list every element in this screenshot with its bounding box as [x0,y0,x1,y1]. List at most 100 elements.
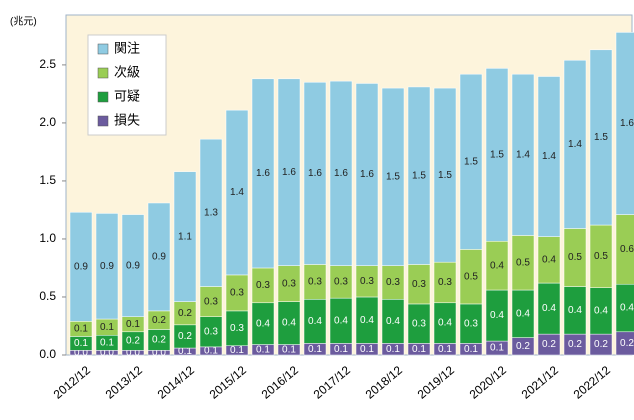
x-tick-label: 2014/12 [155,363,197,402]
data-label: 0.4 [490,310,504,321]
data-label: 0.4 [308,316,322,327]
y-tick-label: 2.5 [39,57,56,71]
bar-segment [511,73,535,236]
data-label: 0.2 [178,331,192,342]
data-label: 0.3 [386,277,400,288]
bar-segment [433,87,457,263]
data-label: 0.4 [256,318,270,329]
x-tick-label: 2016/12 [259,363,301,402]
bar-segment [121,214,145,317]
data-label: 0.1 [282,344,296,355]
data-label: 0.5 [568,252,582,263]
data-label: 0.3 [230,288,244,299]
x-tick-label: 2015/12 [207,363,249,402]
bar-segment [277,78,301,266]
data-label: 1.5 [490,149,504,160]
data-label: 0.1 [412,344,426,355]
data-label: 1.3 [204,207,218,218]
data-label: 0.1 [438,344,452,355]
data-label: 1.5 [594,132,608,143]
data-label: 1.5 [386,172,400,183]
data-label: 0.4 [620,303,634,314]
data-label: 1.6 [256,168,270,179]
data-label: 0.4 [360,315,374,326]
y-tick-label: 1.5 [39,173,56,187]
data-label: 0.1 [386,344,400,355]
data-label: 0.1 [100,337,114,348]
data-label: 0.4 [542,303,556,314]
x-tick-label: 2020/12 [467,363,509,402]
x-tick-label: 2013/12 [103,363,145,402]
data-label: 0.2 [126,336,140,347]
legend-swatch [97,91,109,103]
bar-segment [563,60,587,229]
data-label: 0.3 [412,279,426,290]
data-label: 0.3 [204,326,218,337]
bar-segment [95,213,119,320]
data-label: 1.5 [438,170,452,181]
legend-label: 関注 [114,40,140,55]
data-label: 0.4 [438,318,452,329]
bar-segment [173,171,197,302]
bar-segment [615,32,634,215]
data-label: 1.1 [178,231,192,242]
bar-segment [303,82,327,265]
data-label: 0.5 [594,251,608,262]
data-label: 0.3 [438,277,452,288]
bar-segment [69,212,93,322]
data-label: 0.4 [516,308,530,319]
x-tick-label: 2021/12 [519,363,561,402]
y-tick-label: 1.0 [39,231,56,245]
data-label: 0.2 [542,339,556,350]
data-label: 0.1 [100,322,114,333]
data-label: 1.6 [282,167,296,178]
data-label: 0.1 [464,344,478,355]
bar-segment [329,80,353,266]
bar-segment [147,202,171,312]
data-label: 0.5 [516,257,530,268]
legend-swatch [97,43,109,55]
y-unit-label: (兆元) [10,16,37,28]
data-label: 0.0 [126,347,140,358]
y-tick-label: 0.5 [39,289,56,303]
data-label: 0.3 [204,296,218,307]
data-label: 0.2 [568,339,582,350]
data-label: 0.1 [334,344,348,355]
data-label: 0.1 [74,324,88,335]
bars: 0.00.10.10.90.00.10.10.90.00.20.10.90.00… [69,32,634,358]
bar-segment [589,49,613,226]
data-label: 0.1 [490,343,504,354]
data-label: 0.6 [620,244,634,255]
data-label: 0.1 [204,346,218,357]
data-label: 0.9 [100,261,114,272]
data-label: 0.1 [74,338,88,349]
data-label: 0.9 [74,261,88,272]
data-label: 1.4 [516,149,530,160]
data-label: 0.3 [230,323,244,334]
data-label: 0.2 [594,339,608,350]
data-label: 1.4 [568,139,582,150]
data-label: 0.5 [464,271,478,282]
data-label: 0.4 [386,316,400,327]
data-label: 0.1 [178,346,192,357]
data-label: 0.4 [490,260,504,271]
bar-segment [407,86,431,265]
data-label: 0.9 [152,252,166,263]
y-tick-label: 2.0 [39,115,56,129]
data-label: 0.4 [568,305,582,316]
data-label: 1.5 [464,156,478,167]
data-label: 0.1 [360,344,374,355]
y-tick-label: 0.0 [39,347,56,361]
data-label: 0.1 [256,344,270,355]
data-label: 0.2 [516,341,530,352]
bar-segment [537,76,561,237]
data-label: 0.3 [308,277,322,288]
data-label: 0.2 [620,338,634,349]
data-label: 1.6 [308,168,322,179]
bar-segment [485,68,509,242]
data-label: 0.3 [282,278,296,289]
bar-segment [251,78,275,269]
data-label: 0.1 [308,344,322,355]
x-tick-label: 2019/12 [415,363,457,402]
